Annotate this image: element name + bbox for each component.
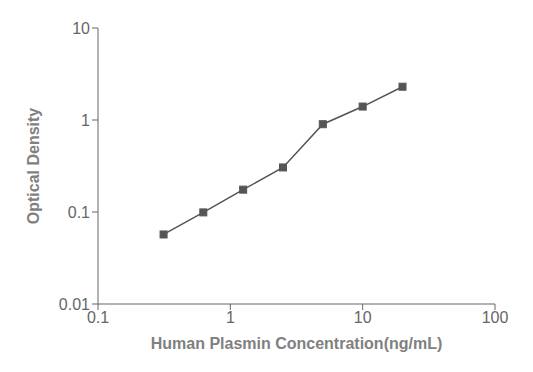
svg-text:10: 10: [72, 20, 90, 37]
svg-text:0.1: 0.1: [87, 309, 109, 326]
svg-text:10: 10: [354, 309, 372, 326]
svg-text:0.01: 0.01: [59, 296, 90, 313]
svg-text:1: 1: [81, 112, 90, 129]
svg-text:Human Plasmin Concentration(ng: Human Plasmin Concentration(ng/mL): [151, 335, 443, 352]
svg-text:100: 100: [482, 309, 509, 326]
svg-text:1: 1: [226, 309, 235, 326]
svg-text:Optical Density: Optical Density: [25, 108, 42, 225]
svg-text:0.1: 0.1: [68, 204, 90, 221]
